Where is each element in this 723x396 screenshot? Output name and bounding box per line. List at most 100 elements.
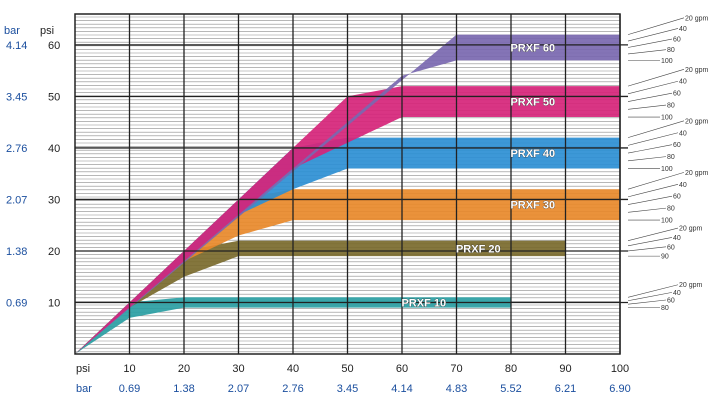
y-axis-unit-psi: psi — [40, 25, 54, 37]
x-tick-psi: 10 — [123, 363, 135, 375]
band-label-prxf-20: PRXF 20 — [456, 243, 501, 255]
y-tick-psi: 20 — [48, 246, 60, 258]
flow-label: 80 — [667, 47, 675, 54]
flow-label: 20 gpm — [679, 226, 703, 233]
y-axis-ticks: 0.69 10 1.38 20 2.07 30 2.76 40 3.45 50 4.14 60 — [6, 40, 60, 310]
y-tick-bar: 2.07 — [6, 194, 27, 206]
x-tick-bar: 5.52 — [500, 383, 521, 395]
flow-label: 100 — [661, 166, 673, 173]
y-tick-bar: 1.38 — [6, 246, 27, 258]
flow-line — [627, 38, 673, 48]
x-axis-unit-psi: psi — [76, 363, 90, 375]
flow-label: 90 — [661, 254, 669, 261]
flow-label: 40 — [679, 130, 687, 137]
y-tick-psi: 10 — [48, 297, 60, 309]
x-tick-psi: 60 — [396, 363, 408, 375]
flow-line — [627, 144, 673, 154]
flow-label: 60 — [673, 37, 681, 44]
x-tick-psi: 90 — [559, 363, 571, 375]
flow-line — [627, 237, 673, 247]
flow-label: 40 — [679, 182, 687, 189]
flow-line — [627, 28, 679, 42]
x-tick-bar: 0.69 — [119, 383, 140, 395]
flow-line — [627, 104, 667, 110]
flow-line — [627, 69, 685, 87]
flow-label: 80 — [667, 206, 675, 213]
x-tick-bar: 6.21 — [555, 383, 576, 395]
x-tick-bar: 1.38 — [173, 383, 194, 395]
band-prxf-20 — [75, 240, 566, 354]
x-tick-psi: 100 — [611, 363, 629, 375]
x-tick-bar: 2.76 — [282, 383, 303, 395]
flow-label: 100 — [661, 218, 673, 225]
flow-line — [627, 92, 673, 102]
x-tick-psi: 20 — [178, 363, 190, 375]
flow-label: 40 — [679, 79, 687, 86]
flow-label: 20 gpm — [685, 170, 709, 177]
flow-line — [627, 227, 679, 241]
plot-frame — [74, 13, 621, 355]
band-label-prxf-60: PRXF 60 — [510, 42, 555, 54]
band-label-prxf-30: PRXF 30 — [510, 200, 555, 212]
flow-line — [627, 246, 667, 252]
x-tick-bar: 6.90 — [609, 383, 630, 395]
flow-line — [627, 132, 679, 146]
y-axis-unit-bar: bar — [4, 25, 20, 37]
band-labels: PRXF 60 PRXF 50 PRXF 40 PRXF 30 PRXF 20 PRXF … — [401, 42, 555, 310]
flow-label: 40 — [673, 290, 681, 297]
x-axis-unit-bar: bar — [76, 383, 92, 395]
x-tick-psi: 70 — [450, 363, 462, 375]
flow-line — [627, 80, 679, 95]
x-tick-psi: 80 — [505, 363, 517, 375]
flow-label: 60 — [673, 194, 681, 201]
x-tick-bar: 2.07 — [228, 383, 249, 395]
flow-line — [627, 172, 685, 190]
band-label-prxf-10: PRXF 10 — [401, 297, 446, 309]
flow-line — [627, 17, 685, 35]
x-tick-bar: 3.45 — [337, 383, 358, 395]
flow-label: 40 — [673, 235, 681, 242]
flow-line — [627, 49, 667, 55]
grid-lines — [74, 13, 628, 355]
flow-line — [627, 284, 679, 298]
y-tick-psi: 50 — [48, 91, 60, 103]
flow-label: 60 — [667, 298, 675, 305]
y-tick-psi: 30 — [48, 194, 60, 206]
flow-label: 100 — [661, 58, 673, 65]
x-tick-bar: 4.83 — [446, 383, 467, 395]
x-tick-psi: 50 — [341, 363, 353, 375]
y-tick-psi: 40 — [48, 143, 60, 155]
flow-label: 60 — [673, 91, 681, 98]
flow-label: 80 — [667, 154, 675, 161]
flow-label: 60 — [673, 142, 681, 149]
x-tick-bar: 4.14 — [391, 383, 412, 395]
flow-line — [627, 183, 679, 198]
flow-label: 20 gpm — [685, 15, 709, 22]
y-tick-psi: 60 — [48, 40, 60, 52]
x-axis-ticks: 10 0.69 20 1.38 30 2.07 40 2.76 50 3.45 60 4.14 70 4.… — [119, 363, 631, 395]
y-tick-bar: 0.69 — [6, 297, 27, 309]
band-label-prxf-50: PRXF 50 — [510, 97, 555, 109]
flow-label: 100 — [661, 115, 673, 122]
flow-line — [627, 299, 667, 305]
flow-label: 20 gpm — [685, 118, 709, 125]
x-tick-psi: 40 — [287, 363, 299, 375]
y-tick-bar: 2.76 — [6, 143, 27, 155]
flow-label: 80 — [667, 103, 675, 110]
y-tick-bar: 3.45 — [6, 91, 27, 103]
flow-line — [627, 195, 673, 205]
flow-label: 20 gpm — [679, 282, 703, 289]
flow-line — [627, 156, 667, 162]
y-tick-bar: 4.14 — [6, 40, 27, 52]
band-label-prxf-40: PRXF 40 — [510, 148, 555, 160]
flow-line — [627, 207, 667, 213]
flow-label: 80 — [661, 305, 669, 312]
flow-label: 60 — [667, 244, 675, 251]
x-tick-psi: 30 — [232, 363, 244, 375]
flow-line — [627, 292, 673, 302]
flow-line — [627, 120, 685, 138]
flow-label: 20 gpm — [685, 67, 709, 74]
flow-label: 40 — [679, 26, 687, 33]
